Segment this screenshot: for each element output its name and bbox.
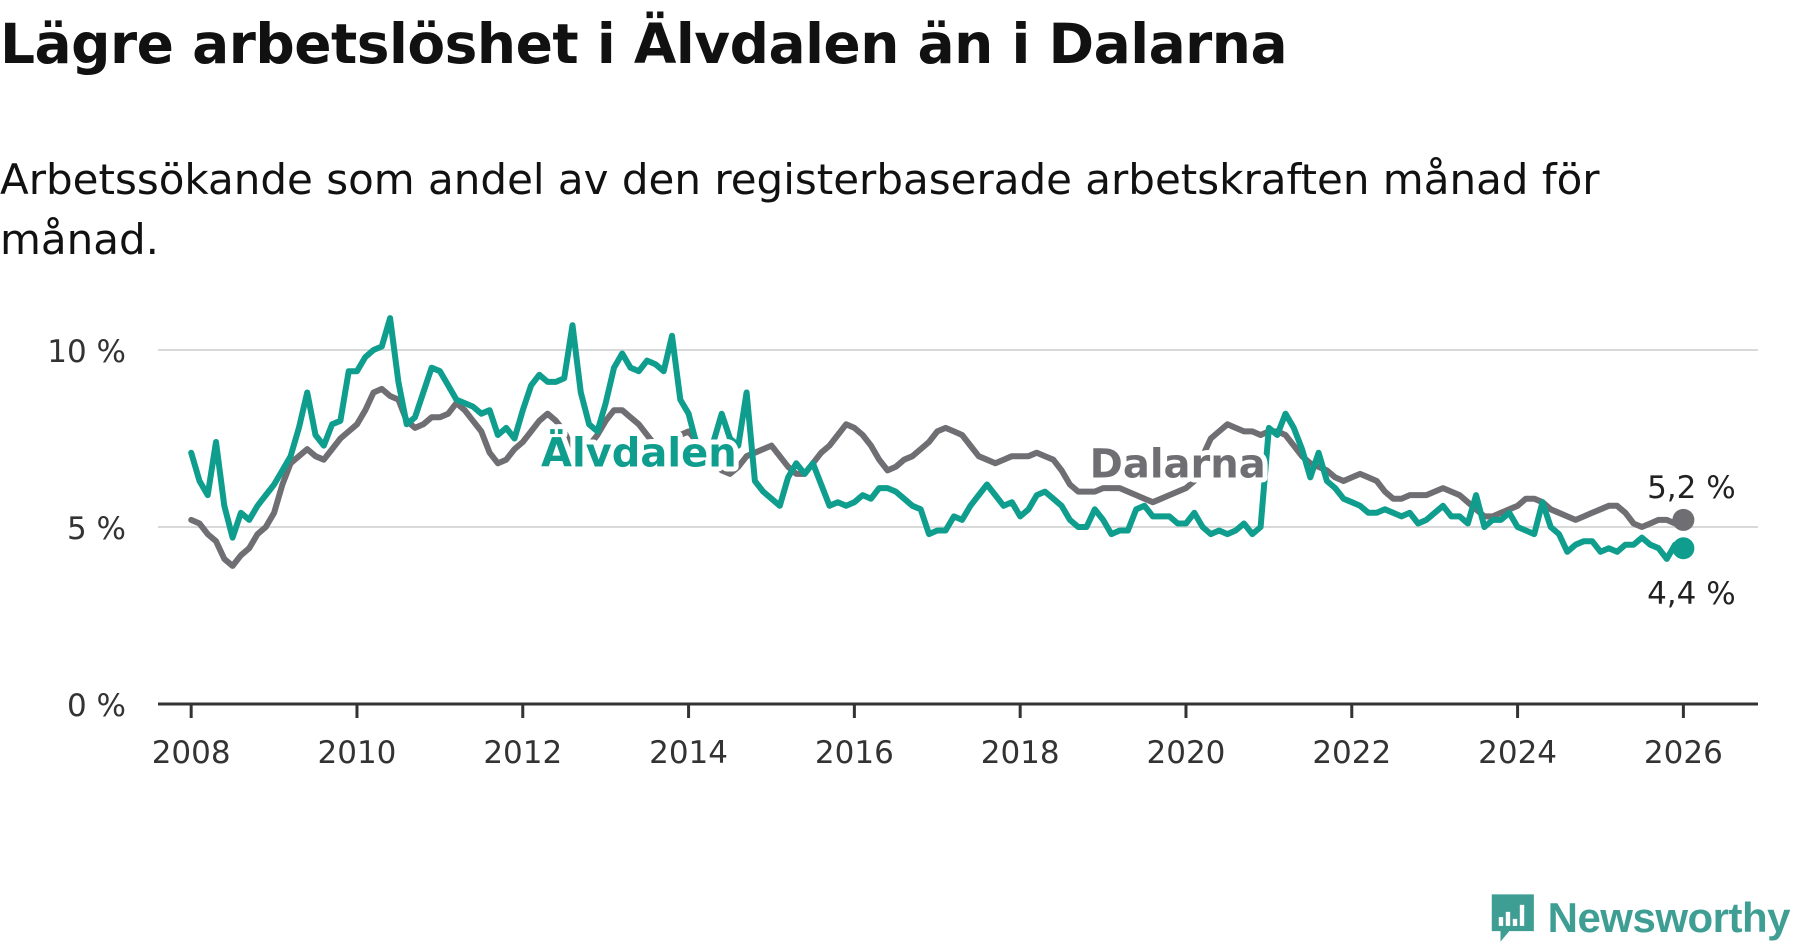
page-subtitle: Arbetssökande som andel av den registerb… — [0, 155, 1600, 264]
x-tick-label: 2018 — [981, 735, 1060, 771]
y-tick-label: 10 % — [47, 334, 126, 370]
x-tick-label: 2020 — [1147, 735, 1226, 771]
x-tick-label: 2026 — [1644, 735, 1723, 771]
series-end-label-lvdalen: 4,4 % — [1647, 576, 1736, 612]
x-tick-label: 2024 — [1478, 735, 1557, 771]
x-tick-label: 2008 — [152, 735, 231, 771]
x-tick-label: 2014 — [649, 735, 728, 771]
x-tick-label: 2010 — [318, 735, 397, 771]
series-endpoint-lvdalen — [1672, 537, 1695, 560]
y-tick-label: 5 % — [67, 511, 126, 547]
x-tick-label: 2012 — [483, 735, 562, 771]
x-tick-label: 2022 — [1312, 735, 1391, 771]
newsworthy-logo-text: Newsworthy — [1547, 894, 1791, 941]
series-endpoint-dalarna — [1672, 508, 1695, 531]
x-tick-label: 2016 — [815, 735, 894, 771]
series-end-label-dalarna: 5,2 % — [1647, 470, 1736, 506]
page-title: Lägre arbetslöshet i Älvdalen än i Dalar… — [0, 12, 1288, 76]
series-label-lvdalen: Älvdalen — [541, 429, 737, 477]
series-label-dalarna: Dalarna — [1090, 441, 1266, 487]
newsworthy-logo: Newsworthy — [1490, 888, 1791, 948]
series-line-dalarna — [188, 385, 1687, 569]
series-line-lvdalen — [188, 315, 1687, 562]
newsworthy-logo-icon — [1491, 894, 1534, 942]
y-tick-label: 0 % — [67, 688, 126, 724]
